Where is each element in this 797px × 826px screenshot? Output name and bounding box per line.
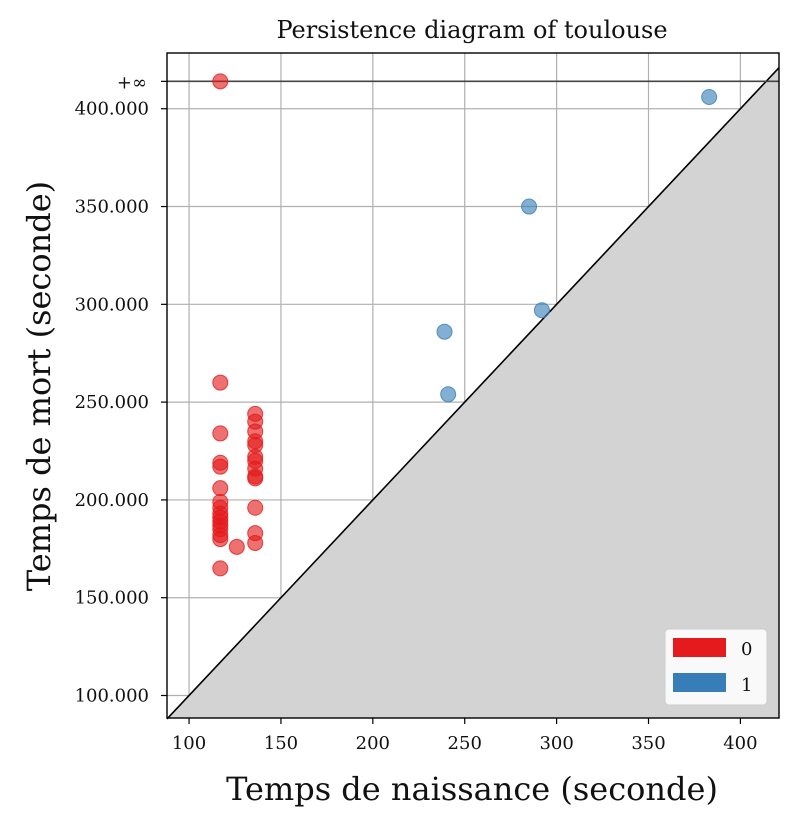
x-tick-label-4: 300 [539, 733, 573, 754]
point-series-1-3 [436, 323, 453, 340]
legend: 0 1 [664, 628, 768, 706]
plot-area [166, 52, 780, 720]
x-axis-ticks: 100 150 200 250 300 350 400 [172, 718, 758, 754]
x-tick-label-5: 350 [631, 733, 665, 754]
y-tick-label-6: 400.000 [75, 99, 149, 120]
legend-label-0: 0 [741, 639, 752, 660]
legend-swatch-0 [673, 638, 726, 657]
y-tick-label-1: 150.000 [75, 588, 149, 609]
point-series-0-14 [212, 531, 229, 548]
y-tick-label-0: 100.000 [75, 686, 149, 707]
x-tick-label-6: 400 [723, 733, 757, 754]
point-series-0-0 [212, 73, 229, 90]
legend-swatch-1 [673, 673, 726, 692]
point-series-0-4 [212, 458, 229, 475]
y-tick-label-4: 300.000 [75, 294, 149, 315]
x-tick-label-1: 150 [264, 733, 298, 754]
plot-frame [166, 52, 780, 719]
point-series-0-26 [247, 470, 264, 487]
point-series-1-2 [533, 302, 550, 319]
point-series-1-0 [701, 89, 718, 106]
data-points [212, 73, 718, 577]
x-tick-label-3: 250 [448, 733, 482, 754]
y-tick-label-2: 200.000 [75, 490, 149, 511]
point-series-0-2 [212, 425, 229, 442]
point-series-0-16 [228, 538, 245, 555]
point-series-1-4 [440, 386, 457, 403]
point-series-0-1 [212, 374, 229, 391]
point-series-0-15 [212, 560, 229, 577]
x-tick-label-0: 100 [172, 733, 206, 754]
diagonal-line [166, 67, 780, 720]
point-series-0-29 [247, 534, 264, 551]
y-axis-ticks: 100.000 150.000 200.000 250.000 300.000 350.0… [75, 80, 167, 707]
infinity-tick-label: +∞ [117, 72, 147, 93]
legend-label-1: 1 [741, 675, 752, 696]
x-axis-label: Temps de naissance (seconde) [226, 770, 718, 808]
point-series-1-1 [521, 198, 538, 215]
x-tick-label-2: 200 [356, 733, 390, 754]
chart-title: Persistence diagram of toulouse [276, 16, 667, 44]
point-series-0-5 [212, 480, 229, 497]
y-tick-label-3: 250.000 [75, 392, 149, 413]
y-axis-label: Temps de mort (seconde) [20, 181, 58, 591]
point-series-0-27 [247, 499, 264, 516]
y-tick-label-5: 350.000 [75, 197, 149, 218]
